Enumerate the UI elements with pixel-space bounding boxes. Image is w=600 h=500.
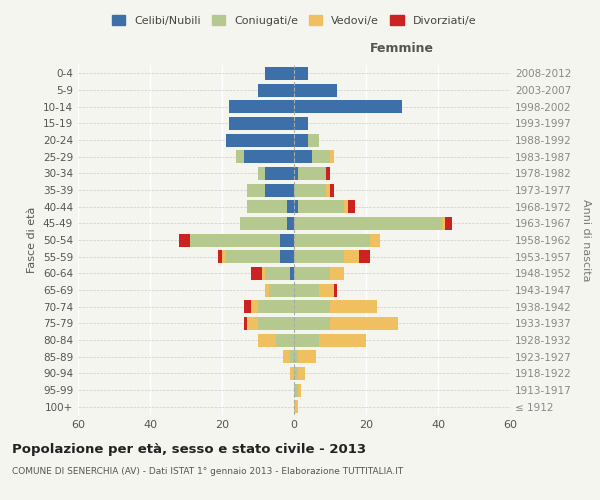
Bar xyxy=(244,300,251,313)
Bar xyxy=(294,367,298,380)
Bar xyxy=(298,384,301,396)
Bar xyxy=(294,334,319,346)
Bar xyxy=(445,217,452,230)
Bar xyxy=(265,184,294,196)
Bar xyxy=(319,284,334,296)
Bar xyxy=(265,167,294,180)
Bar xyxy=(190,234,280,246)
Bar xyxy=(244,317,247,330)
Bar xyxy=(290,350,294,363)
Y-axis label: Fasce di età: Fasce di età xyxy=(28,207,37,273)
Bar xyxy=(294,100,402,113)
Bar xyxy=(276,334,294,346)
Bar xyxy=(298,350,316,363)
Bar xyxy=(326,184,330,196)
Text: Femmine: Femmine xyxy=(370,42,434,54)
Bar xyxy=(280,250,294,263)
Bar xyxy=(247,184,265,196)
Bar xyxy=(294,84,337,96)
Bar xyxy=(294,67,308,80)
Bar xyxy=(370,234,380,246)
Bar xyxy=(269,284,294,296)
Bar xyxy=(319,334,366,346)
Bar xyxy=(294,350,298,363)
Bar xyxy=(294,317,330,330)
Bar xyxy=(308,134,319,146)
Bar xyxy=(294,200,298,213)
Bar xyxy=(287,200,294,213)
Bar xyxy=(229,100,294,113)
Bar xyxy=(179,234,190,246)
Text: Popolazione per età, sesso e stato civile - 2013: Popolazione per età, sesso e stato civil… xyxy=(12,442,366,456)
Bar xyxy=(222,250,226,263)
Bar xyxy=(218,250,222,263)
Y-axis label: Anni di nascita: Anni di nascita xyxy=(581,198,591,281)
Bar xyxy=(294,167,298,180)
Bar xyxy=(330,150,334,163)
Bar xyxy=(258,334,276,346)
Bar xyxy=(240,217,287,230)
Bar xyxy=(334,284,337,296)
Bar xyxy=(344,250,359,263)
Bar xyxy=(229,117,294,130)
Bar xyxy=(294,217,442,230)
Bar xyxy=(298,367,305,380)
Bar xyxy=(247,200,287,213)
Bar xyxy=(298,167,326,180)
Bar xyxy=(294,400,298,413)
Bar xyxy=(294,250,344,263)
Bar xyxy=(226,250,280,263)
Bar xyxy=(258,167,265,180)
Bar xyxy=(330,267,344,280)
Bar xyxy=(330,184,334,196)
Bar xyxy=(290,267,294,280)
Bar xyxy=(265,284,269,296)
Bar xyxy=(294,267,330,280)
Bar xyxy=(294,300,330,313)
Bar xyxy=(312,150,330,163)
Bar xyxy=(294,134,308,146)
Bar xyxy=(294,284,319,296)
Bar xyxy=(258,300,294,313)
Bar xyxy=(348,200,355,213)
Bar xyxy=(226,134,294,146)
Bar xyxy=(265,67,294,80)
Bar xyxy=(294,150,312,163)
Bar xyxy=(359,250,370,263)
Bar xyxy=(294,234,370,246)
Bar xyxy=(262,267,265,280)
Bar xyxy=(330,317,398,330)
Bar xyxy=(258,84,294,96)
Bar xyxy=(265,267,290,280)
Bar xyxy=(344,200,348,213)
Legend: Celibi/Nubili, Coniugati/e, Vedovi/e, Divorziati/e: Celibi/Nubili, Coniugati/e, Vedovi/e, Di… xyxy=(107,10,481,30)
Bar xyxy=(283,350,290,363)
Bar xyxy=(294,184,326,196)
Bar xyxy=(326,167,330,180)
Bar xyxy=(330,300,377,313)
Bar xyxy=(290,367,294,380)
Bar xyxy=(442,217,445,230)
Bar xyxy=(244,150,294,163)
Bar xyxy=(294,384,298,396)
Bar xyxy=(247,317,258,330)
Bar xyxy=(280,234,294,246)
Bar xyxy=(251,300,258,313)
Bar xyxy=(236,150,244,163)
Bar xyxy=(258,317,294,330)
Bar xyxy=(294,117,308,130)
Bar xyxy=(298,200,344,213)
Bar xyxy=(287,217,294,230)
Text: COMUNE DI SENERCHIA (AV) - Dati ISTAT 1° gennaio 2013 - Elaborazione TUTTITALIA.: COMUNE DI SENERCHIA (AV) - Dati ISTAT 1°… xyxy=(12,468,403,476)
Bar xyxy=(251,267,262,280)
